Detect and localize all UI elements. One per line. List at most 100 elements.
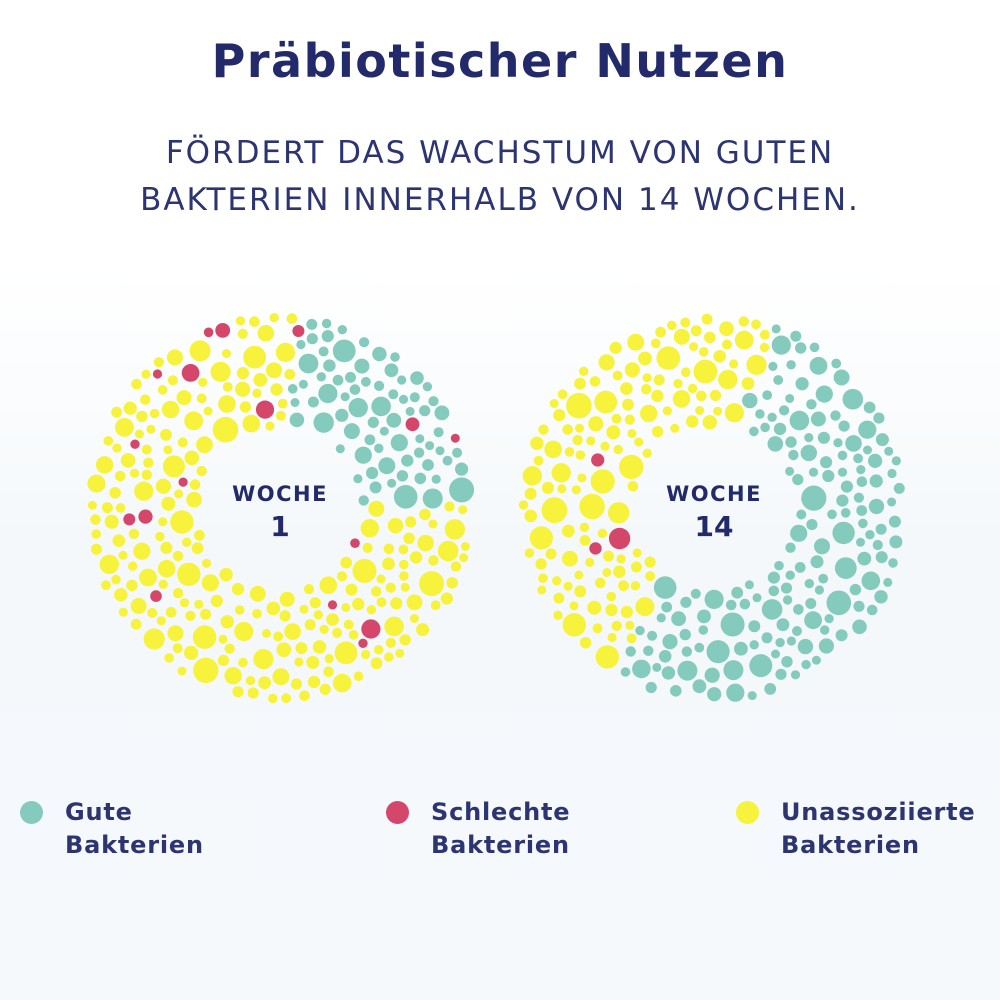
unassociated-bacterium <box>553 610 563 620</box>
unassociated-bacterium <box>101 502 113 514</box>
good-bacterium <box>804 611 822 630</box>
unassociated-bacterium <box>170 510 194 534</box>
unassociated-bacterium <box>249 316 260 327</box>
unassociated-bacterium <box>245 676 256 686</box>
good-bacterium <box>371 396 391 417</box>
subtitle-line-1: FÖRDERT DAS WACHSTUM VON GUTEN <box>165 135 835 171</box>
unassociated-bacterium <box>574 377 586 390</box>
good-bacterium <box>323 359 336 372</box>
good-bacterium <box>390 352 400 362</box>
unassociated-bacterium <box>268 693 278 704</box>
unassociated-bacterium <box>235 316 246 326</box>
unassociated-bacterium <box>574 585 587 598</box>
good-bacterium <box>808 467 819 477</box>
unassociated-bacterium <box>640 404 658 423</box>
good-bacterium <box>706 640 730 664</box>
unassociated-bacterium <box>594 390 618 414</box>
good-bacterium <box>422 459 434 471</box>
unassociated-bacterium <box>87 474 106 493</box>
good-bacterium <box>771 335 791 355</box>
unassociated-bacterium <box>656 346 681 370</box>
unassociated-bacterium <box>458 505 468 515</box>
bad-bacterium <box>450 433 460 443</box>
good-bacterium <box>749 640 759 650</box>
unassociated-bacterium <box>702 415 717 430</box>
unassociated-bacterium <box>212 416 239 443</box>
good-bacterium <box>692 679 707 694</box>
unassociated-bacterium <box>606 425 621 440</box>
good-bacterium <box>419 405 431 417</box>
good-bacterium <box>865 530 875 540</box>
good-bacterium <box>786 360 796 370</box>
unassociated-bacterium <box>635 597 655 617</box>
legend-good-line-2: Bakterien <box>65 831 204 859</box>
ring-week-14 <box>518 313 905 702</box>
unassociated-bacterium <box>612 370 623 381</box>
unassociated-bacterium <box>533 455 544 466</box>
unassociated-bacterium <box>234 605 245 615</box>
good-bacterium <box>337 325 347 335</box>
good-bacterium <box>410 371 424 385</box>
unassociated-bacterium <box>243 345 266 369</box>
unassociated-bacterium <box>444 519 465 540</box>
good-bacterium <box>694 642 705 653</box>
good-bacterium <box>767 412 777 422</box>
good-bacterium <box>873 412 885 424</box>
good-bacterium <box>788 449 799 461</box>
good-bacterium <box>422 488 443 509</box>
unassociated-bacterium <box>652 426 664 438</box>
unassociated-bacterium <box>399 559 409 570</box>
good-bacterium <box>364 434 376 446</box>
unassociated-bacterium <box>460 542 470 551</box>
unassociated-bacterium <box>622 398 634 411</box>
unassociated-bacterium <box>326 613 339 626</box>
unassociated-bacterium <box>518 500 529 510</box>
unassociated-bacterium <box>201 574 219 592</box>
unassociated-bacterium <box>249 585 266 602</box>
unassociated-bacterium <box>729 359 739 369</box>
unassociated-bacterium <box>383 543 395 555</box>
unassociated-bacterium <box>90 543 102 555</box>
unassociated-bacterium <box>172 643 183 654</box>
good-bacterium <box>374 443 384 453</box>
unassociated-bacterium <box>184 450 200 466</box>
good-bacterium <box>853 453 863 464</box>
unassociated-bacterium <box>165 606 177 618</box>
good-bacterium <box>452 447 463 458</box>
unassociated-bacterium <box>149 408 160 419</box>
unassociated-bacterium <box>541 481 555 494</box>
good-bacterium <box>635 625 645 636</box>
unassociated-bacterium <box>306 655 320 669</box>
unassociated-bacterium <box>524 548 535 558</box>
good-bacterium <box>790 670 801 680</box>
unassociated-bacterium <box>186 491 202 508</box>
unassociated-bacterium <box>406 594 423 611</box>
unassociated-bacterium <box>630 581 641 591</box>
unassociated-bacterium <box>538 573 548 583</box>
unassociated-bacterium <box>238 657 248 668</box>
good-bacterium <box>386 412 402 428</box>
unassociated-bacterium <box>265 421 275 431</box>
unassociated-bacterium <box>440 592 453 605</box>
good-bacterium <box>776 618 790 632</box>
unassociated-bacterium <box>579 535 591 546</box>
unassociated-bacterium <box>595 645 619 669</box>
unassociated-bacterium <box>253 649 274 670</box>
good-bacterium <box>810 411 826 427</box>
good-bacterium <box>760 422 770 433</box>
unassociated-bacterium <box>115 418 134 437</box>
good-bacterium <box>393 485 418 509</box>
unassociated-bacterium <box>653 374 665 386</box>
unassociated-bacterium <box>114 588 128 602</box>
good-bacterium <box>884 446 894 456</box>
ring-label-week-14-word: WOCHE <box>666 482 762 506</box>
unassociated-bacterium <box>160 428 172 441</box>
legend-unassociated-line-1: Unassoziierte <box>781 798 976 826</box>
good-bacterium <box>658 650 672 663</box>
unassociated-bacterium <box>579 522 590 532</box>
unassociated-bacterium <box>266 362 282 379</box>
unassociated-bacterium <box>247 687 259 699</box>
unassociated-bacterium <box>368 500 385 517</box>
good-bacterium <box>866 604 878 616</box>
unassociated-bacterium <box>352 558 377 583</box>
